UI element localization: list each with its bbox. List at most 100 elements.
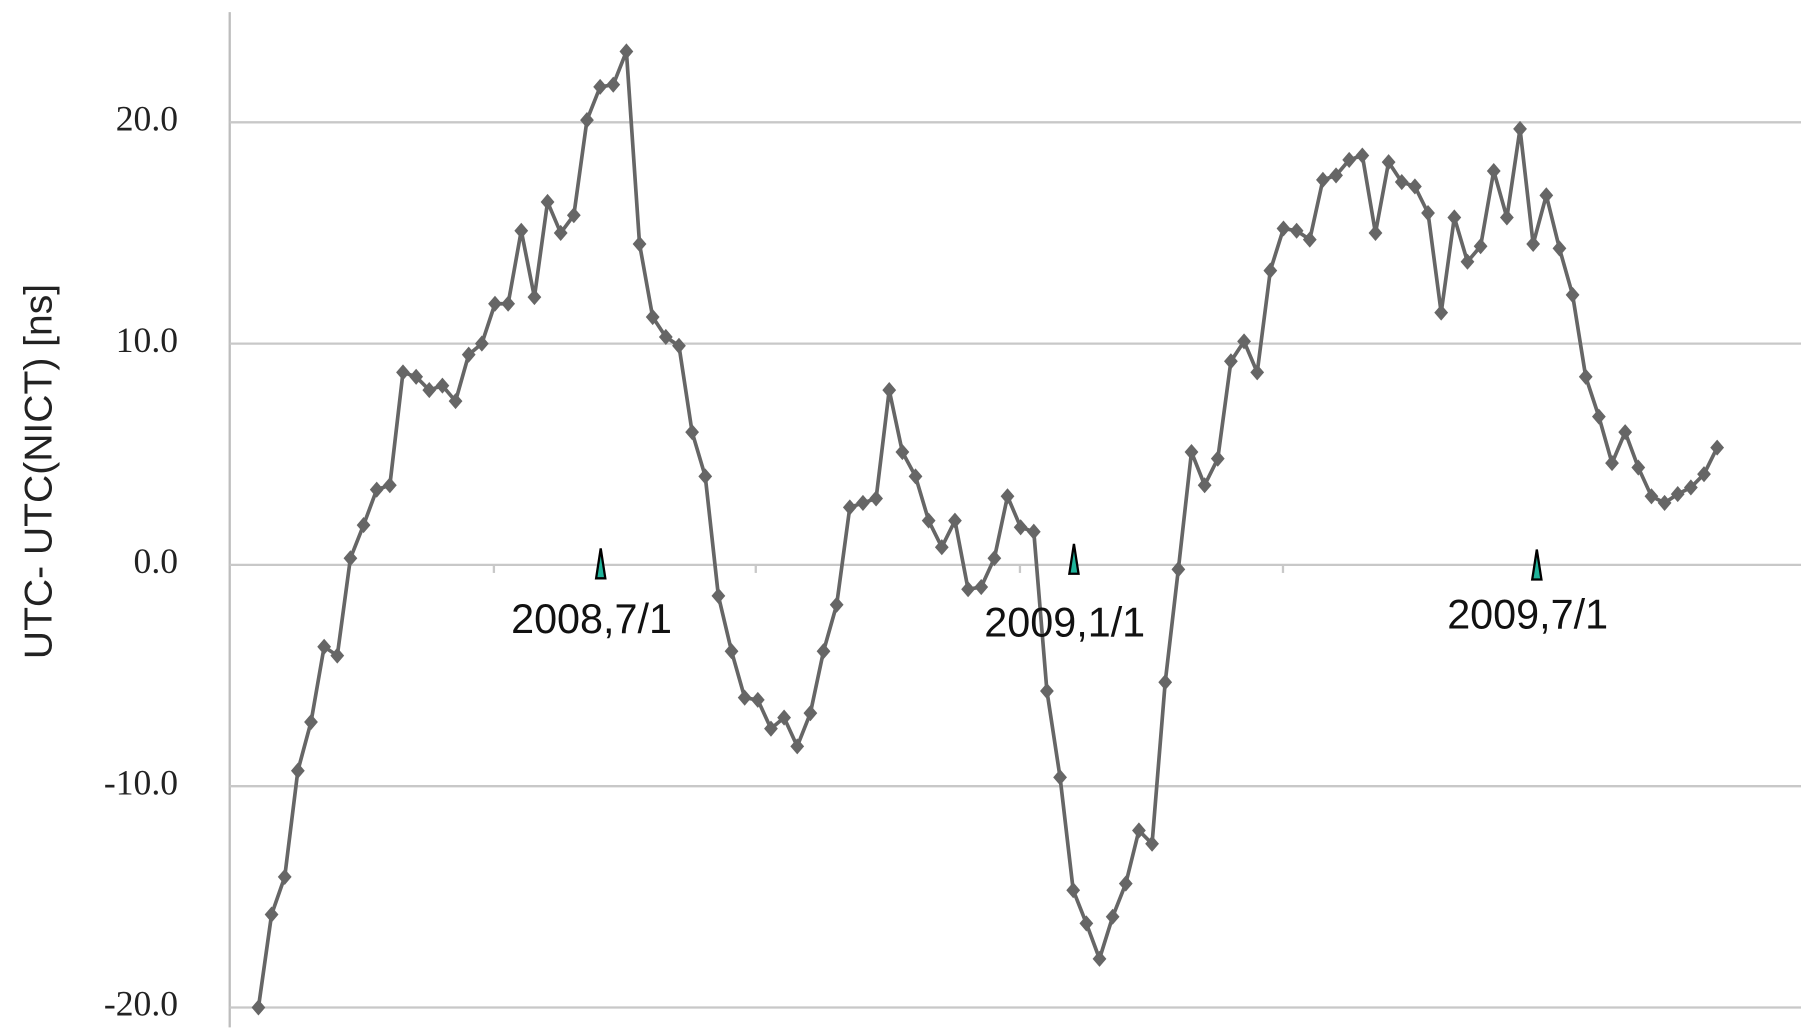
data-marker: [396, 364, 410, 381]
data-marker: [593, 78, 608, 95]
data-marker: [777, 709, 791, 726]
data-marker: [409, 368, 424, 385]
y-tick-label: 20.0: [116, 98, 178, 138]
data-marker: [304, 713, 318, 731]
data-marker: [934, 539, 949, 556]
data-marker: [685, 424, 699, 441]
data-marker: [356, 517, 371, 534]
data-marker: [1552, 240, 1567, 257]
data-marker: [1013, 519, 1028, 536]
data-marker: [277, 868, 292, 885]
annotation-arrow: [1530, 549, 1543, 581]
data-marker: [264, 906, 279, 923]
y-tick-label: 10.0: [116, 320, 178, 360]
data-marker: [1381, 154, 1396, 171]
data-marker: [330, 647, 345, 664]
data-marker: [1526, 235, 1541, 253]
data-marker: [488, 295, 502, 312]
data-marker: [764, 720, 778, 737]
data-marker: [803, 705, 818, 722]
data-marker: [1092, 950, 1107, 967]
data-marker: [1565, 286, 1580, 303]
data-marker: [1184, 443, 1199, 461]
data-marker: [1224, 353, 1238, 370]
data-marker: [737, 689, 752, 706]
data-marker: [632, 235, 647, 253]
data-marker: [1421, 204, 1435, 222]
data-marker: [882, 382, 897, 399]
data-marker: [829, 596, 844, 613]
y-axis-label: UTC- UTC(NICT) [ns]: [18, 284, 61, 659]
data-marker: [382, 477, 397, 494]
data-marker: [1342, 151, 1357, 168]
data-marker: [501, 295, 516, 312]
data-marker: [619, 43, 634, 60]
data-marker: [1578, 368, 1593, 385]
data-marker: [540, 193, 555, 211]
data-marker: [724, 643, 739, 660]
data-marker: [1105, 908, 1120, 925]
data-marker: [1158, 674, 1173, 691]
data-marker: [1605, 455, 1619, 472]
data-marker: [1670, 486, 1685, 503]
data-marker: [369, 481, 384, 498]
data-marker: [474, 335, 489, 352]
data-marker: [422, 382, 437, 399]
data-marker: [290, 762, 305, 779]
data-marker: [1132, 822, 1146, 839]
data-marker: [750, 691, 765, 708]
data-marker: [514, 222, 529, 239]
data-marker: [974, 578, 989, 596]
data-marker: [1040, 683, 1054, 700]
data-marker: [816, 643, 831, 660]
data-marker: [1289, 222, 1304, 239]
data-marker: [869, 490, 883, 507]
data-marker: [1355, 147, 1370, 164]
data-marker: [1591, 408, 1606, 425]
y-tick-label: -10.0: [104, 762, 178, 802]
data-marker: [1539, 187, 1554, 204]
data-marker: [1302, 231, 1317, 248]
data-marker: [895, 443, 910, 461]
data-marker: [1657, 494, 1672, 511]
annotation-arrow: [1068, 543, 1080, 575]
y-tick-label: -20.0: [104, 984, 178, 1024]
data-marker: [1000, 488, 1015, 505]
data-marker: [1710, 439, 1725, 456]
data-marker: [1408, 178, 1422, 195]
data-marker: [1316, 171, 1330, 188]
data-marker: [1329, 167, 1343, 184]
y-tick-label: 0.0: [134, 541, 179, 581]
annotation: 2008,7/1: [511, 596, 672, 642]
data-marker: [948, 512, 962, 529]
data-marker: [1697, 466, 1711, 483]
annotation: 2009,1/1: [984, 599, 1145, 645]
data-marker: [606, 76, 621, 93]
data-marker: [1368, 224, 1383, 241]
data-marker: [461, 346, 476, 363]
data-marker: [711, 587, 726, 604]
annotation-arrow: [594, 548, 607, 580]
data-marker: [1434, 304, 1449, 321]
data-marker: [1250, 364, 1265, 381]
data-marker: [527, 289, 542, 306]
data-marker: [961, 581, 975, 598]
data-marker: [1171, 561, 1186, 578]
data-marker: [1197, 477, 1212, 494]
data-marker: [698, 468, 713, 485]
data-marker: [790, 738, 805, 755]
data-line: [256, 49, 1719, 1008]
data-marker: [921, 512, 936, 529]
data-marker: [1145, 835, 1159, 852]
data-marker: [658, 328, 673, 345]
data-marker: [1447, 209, 1462, 226]
data-marker: [1210, 450, 1225, 467]
data-marker: [1486, 162, 1501, 180]
data-marker: [580, 112, 594, 129]
data-marker: [553, 224, 568, 241]
data-marker: [1118, 875, 1133, 892]
data-marker: [1644, 488, 1659, 505]
data-marker: [566, 207, 581, 224]
data-marker: [1079, 915, 1094, 932]
